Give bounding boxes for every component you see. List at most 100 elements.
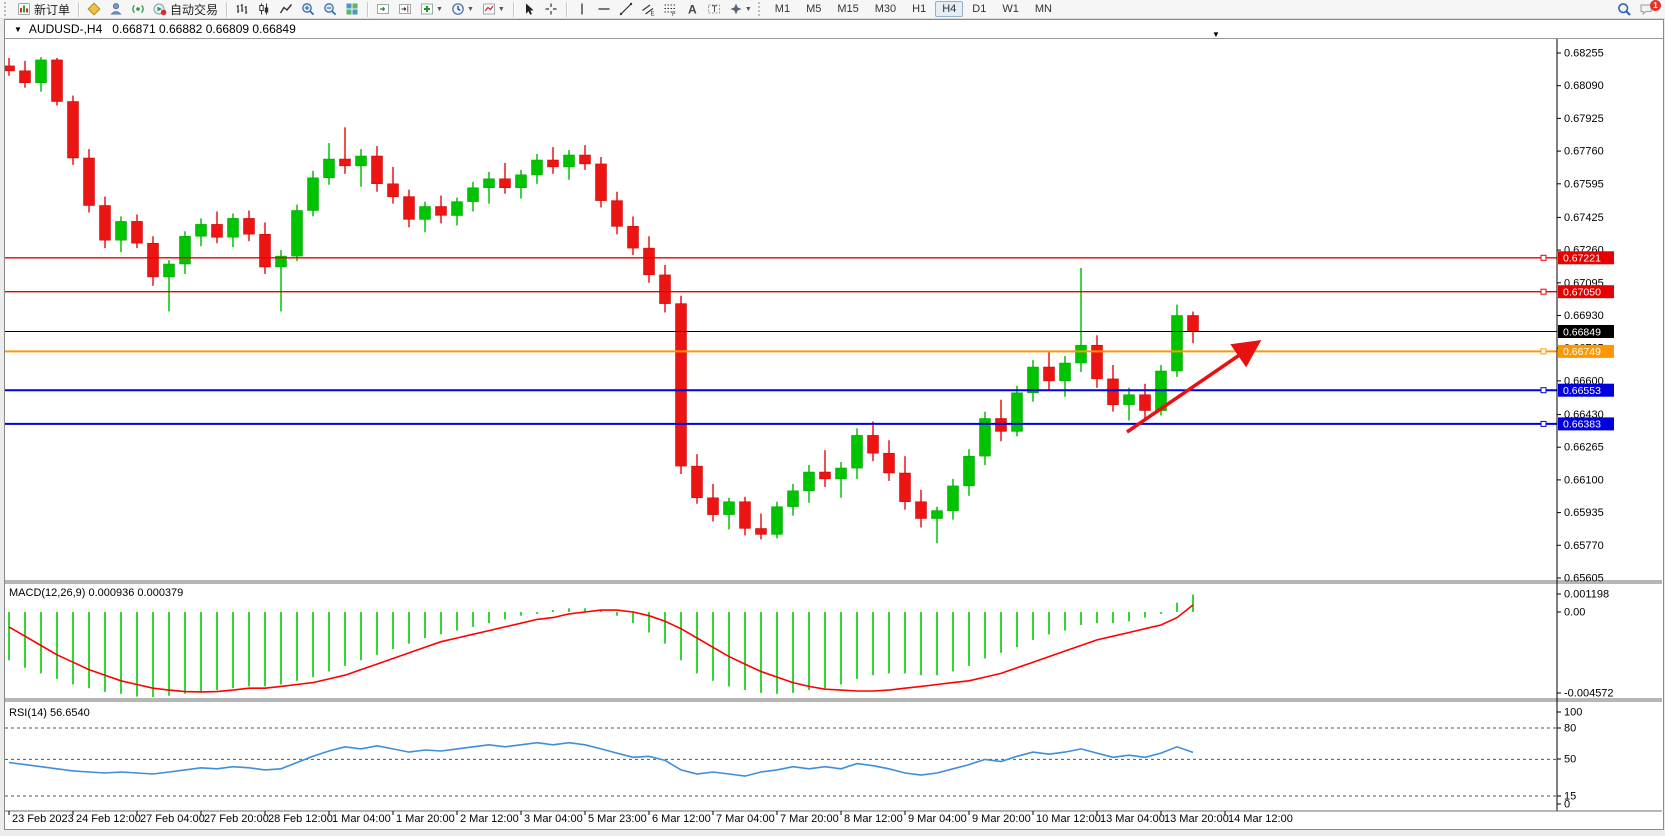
chat-button[interactable]: 1 <box>1636 0 1661 18</box>
x-axis-label: 2 Mar 12:00 <box>460 813 519 825</box>
label-button[interactable]: T <box>704 1 724 18</box>
candle-body <box>931 510 943 519</box>
chart-shift-icon <box>398 2 412 16</box>
cursor-button[interactable] <box>519 1 539 18</box>
candle-body <box>515 174 527 188</box>
tf-button-mn[interactable]: MN <box>1034 3 1052 15</box>
rsi-line <box>8 741 1194 777</box>
candle-body <box>867 435 879 454</box>
line-handle[interactable] <box>1540 387 1547 394</box>
profiles-button[interactable] <box>106 1 126 18</box>
price-badge-text: 0.67050 <box>1563 287 1601 299</box>
candle-body <box>899 472 911 502</box>
candle-body <box>787 490 799 507</box>
text-button[interactable]: A <box>682 1 702 18</box>
search-button[interactable] <box>1614 1 1634 18</box>
candle-body <box>243 218 255 235</box>
candle-body <box>1139 394 1151 411</box>
autotrade-button[interactable]: 自动交易 <box>150 1 221 18</box>
rsi-axis-label: 50 <box>1564 754 1576 766</box>
price-badge-0.67221 <box>1558 251 1614 265</box>
templates-icon <box>482 2 496 16</box>
candle-body <box>531 159 543 176</box>
trend-arrow-annotation[interactable] <box>1126 340 1262 434</box>
price-axis-label: 0.66100 <box>1564 474 1604 486</box>
auto-scroll-button[interactable] <box>373 1 393 18</box>
styler-button[interactable] <box>84 1 104 18</box>
toolbar-drag-handle[interactable] <box>4 2 9 16</box>
candle-body <box>19 70 31 83</box>
candlestick-icon <box>257 2 271 16</box>
chart-shift-button[interactable] <box>395 1 415 18</box>
toolbar-groups: 新订单 自动交易 ▼ ▼ ▼ E F A T ▼ <box>13 1 756 18</box>
price-badge-text: 0.66383 <box>1563 419 1601 431</box>
line-handle[interactable] <box>1540 420 1547 427</box>
price-badge-0.66383 <box>1558 417 1614 431</box>
symbol-dropdown-icon[interactable]: ▼ <box>14 24 22 34</box>
timeframe-toolbar-handle[interactable] <box>757 2 763 16</box>
x-axis-label: 27 Feb 20:00 <box>204 813 269 825</box>
tf-button-m5[interactable]: M5 <box>806 3 822 15</box>
tf-button-m15[interactable]: M15 <box>837 3 859 15</box>
macd-label: MACD(12,26,9) 0.000936 0.000379 <box>9 587 183 599</box>
x-axis-label: 13 Mar 04:00 <box>1100 813 1165 825</box>
tf-button-d1[interactable]: D1 <box>972 3 987 15</box>
bar-chart-button[interactable] <box>232 1 252 18</box>
candle-body <box>467 187 479 202</box>
fibonacci-button[interactable]: F <box>660 1 680 18</box>
tf-button-m1[interactable]: M1 <box>774 3 791 15</box>
hline-button[interactable] <box>594 1 614 18</box>
tf-button-w1[interactable]: W1 <box>1002 3 1019 15</box>
tf-button-h4[interactable]: H4 <box>935 1 964 17</box>
tf-button-h1[interactable]: H1 <box>912 3 927 15</box>
chart-canvas[interactable]: MACD(12,26,9) 0.000936 0.000379 RSI(14) 5… <box>5 39 1662 829</box>
candle-body <box>1043 366 1055 382</box>
shapes-button[interactable]: ▼ <box>726 1 755 18</box>
toolbar-button-label: 新订单 <box>34 2 71 17</box>
chevron-down-icon[interactable]: ▼ <box>466 5 474 13</box>
candle-body <box>947 485 959 511</box>
tf-button-m30[interactable]: M30 <box>874 3 897 15</box>
line-handle[interactable] <box>1540 254 1547 261</box>
x-axis-label: 9 Mar 04:00 <box>908 813 967 825</box>
line-chart-button[interactable] <box>276 1 296 18</box>
periods-button[interactable]: ▼ <box>448 1 477 18</box>
chevron-down-icon[interactable]: ▼ <box>744 5 752 13</box>
candle-body <box>595 163 607 201</box>
candle-body <box>499 178 511 188</box>
x-axis-label: 27 Feb 04:00 <box>140 813 205 825</box>
chart-shift-marker[interactable]: ▼ <box>1212 30 1220 39</box>
toolbar-separator <box>226 1 228 17</box>
candle-body <box>1107 378 1119 405</box>
candle-body <box>483 178 495 188</box>
line-handle[interactable] <box>1540 288 1547 295</box>
timeframe-toolbar: M1 M5 M15 M30 H1 H4 D1 W1 MN <box>767 1 1060 17</box>
price-badge-text: 0.67221 <box>1563 253 1601 265</box>
candle-body <box>371 155 383 184</box>
trendline-button[interactable] <box>616 1 636 18</box>
indicators-button[interactable]: ▼ <box>417 1 446 18</box>
tile-windows-button[interactable] <box>342 1 362 18</box>
new-order-button[interactable]: 新订单 <box>14 1 73 18</box>
candle-body <box>307 177 319 211</box>
crosshair-button[interactable] <box>541 1 561 18</box>
cursor-icon <box>522 2 536 16</box>
zoom-in-button[interactable] <box>298 1 318 18</box>
zoom-out-button[interactable] <box>320 1 340 18</box>
x-axis-label: 13 Mar 20:00 <box>1164 813 1229 825</box>
templates-button[interactable]: ▼ <box>479 1 508 18</box>
channel-button[interactable]: E <box>638 1 658 18</box>
candle-body <box>883 452 895 474</box>
periods-icon <box>451 2 465 16</box>
chevron-down-icon[interactable]: ▼ <box>436 5 443 13</box>
chevron-down-icon[interactable]: ▼ <box>497 5 505 13</box>
vline-button[interactable] <box>572 1 592 18</box>
x-axis-label: 6 Mar 12:00 <box>652 813 711 825</box>
candlestick-button[interactable] <box>254 1 274 18</box>
line-chart-icon <box>279 2 293 16</box>
line-handle[interactable] <box>1540 348 1547 355</box>
price-badge-0.66749 <box>1558 344 1614 358</box>
signals-button[interactable] <box>128 1 148 18</box>
candle-body <box>611 200 623 227</box>
price-axis-label: 0.66265 <box>1564 442 1604 454</box>
